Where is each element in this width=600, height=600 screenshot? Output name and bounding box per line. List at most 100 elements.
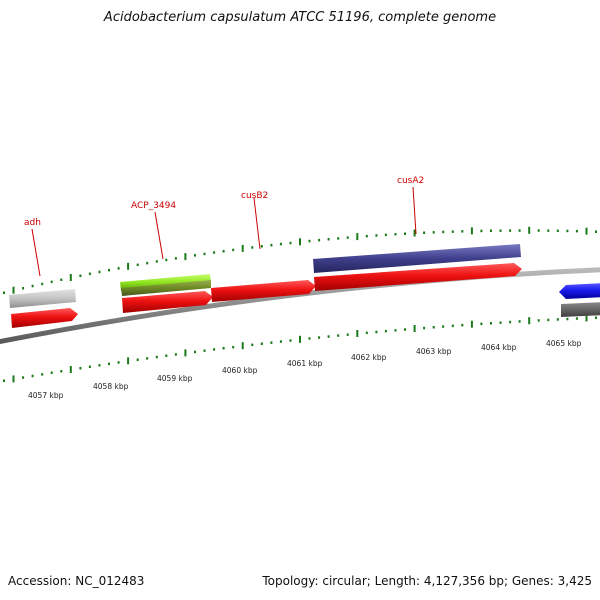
minor-tick	[461, 323, 464, 327]
gene-label-cusb2[interactable]: cusB2	[241, 191, 268, 201]
minor-tick	[222, 250, 225, 253]
minor-tick	[88, 272, 91, 276]
major-tick	[528, 226, 531, 234]
minor-tick	[146, 357, 149, 360]
minor-tick	[509, 229, 512, 232]
minor-tick	[22, 287, 25, 290]
minor-tick	[270, 243, 273, 247]
minor-tick	[566, 317, 569, 321]
minor-tick	[365, 234, 368, 238]
major-tick	[585, 227, 588, 235]
major-tick	[241, 244, 244, 252]
minor-tick	[442, 230, 445, 234]
olive-feature-acp3494	[121, 280, 211, 296]
minor-tick	[222, 347, 225, 350]
minor-tick	[327, 335, 330, 338]
minor-tick	[518, 229, 521, 232]
major-tick	[470, 320, 473, 328]
minor-tick	[432, 231, 435, 234]
minor-tick	[41, 282, 44, 286]
minor-tick	[404, 328, 406, 331]
minor-tick	[595, 316, 597, 319]
minor-tick	[490, 322, 492, 325]
major-tick	[12, 375, 15, 383]
minor-tick	[203, 252, 206, 256]
genome-backbone	[0, 267, 600, 345]
minor-tick	[490, 229, 492, 232]
minor-tick	[318, 336, 321, 339]
minor-tick	[537, 319, 540, 322]
minor-tick	[3, 291, 5, 294]
minor-tick	[260, 245, 263, 248]
minor-tick	[499, 229, 502, 232]
inner-tick-track	[3, 314, 597, 383]
minor-tick	[451, 324, 454, 328]
kbp-label: 4059 kbp	[157, 374, 193, 383]
minor-tick	[346, 236, 349, 239]
minor-tick	[375, 234, 378, 237]
minor-tick	[289, 339, 292, 342]
minor-tick	[480, 229, 483, 233]
gene-label-acp3494[interactable]: ACP_3494	[131, 201, 176, 211]
minor-tick	[213, 348, 216, 351]
kbp-label: 4065 kbp	[546, 339, 582, 348]
minor-tick	[547, 318, 550, 322]
minor-tick	[194, 254, 196, 257]
major-tick	[127, 262, 130, 270]
minor-tick	[556, 318, 559, 321]
minor-tick	[556, 229, 559, 232]
minor-tick	[595, 230, 597, 233]
major-tick	[470, 227, 473, 235]
kbp-label: 4064 kbp	[481, 343, 517, 352]
minor-tick	[50, 280, 53, 284]
major-tick	[69, 366, 72, 373]
kbp-label: 4061 kbp	[287, 359, 323, 368]
minor-tick	[174, 257, 177, 260]
gene-arrow-acp3494[interactable]	[122, 291, 213, 313]
minor-tick	[213, 251, 216, 254]
minor-tick	[318, 238, 321, 242]
minor-tick	[279, 340, 282, 343]
minor-tick	[174, 353, 177, 356]
minor-tick	[308, 337, 311, 340]
minor-tick	[394, 233, 397, 236]
gene-arrow-cusa2[interactable]	[314, 263, 522, 291]
gene-arrow-reverse-blue[interactable]	[559, 283, 600, 299]
label-leader-lines	[31, 186, 417, 277]
major-tick	[127, 357, 130, 365]
kbp-label: 4063 kbp	[416, 347, 452, 356]
minor-tick	[337, 334, 340, 337]
minor-tick	[165, 354, 168, 357]
minor-tick	[31, 374, 34, 378]
minor-tick	[98, 364, 101, 367]
minor-tick	[480, 322, 483, 326]
minor-tick	[365, 331, 368, 335]
dark-gray-feature	[561, 302, 600, 317]
minor-tick	[575, 229, 578, 233]
gene-label-adh[interactable]: adh	[24, 218, 41, 228]
gene-arrow-adh[interactable]	[11, 308, 78, 328]
minor-tick	[136, 263, 139, 267]
minor-tick	[146, 261, 149, 265]
minor-tick	[79, 274, 82, 277]
minor-tick	[136, 358, 139, 361]
minor-tick	[98, 270, 101, 274]
map-title: Acidobacterium capsulatum ATCC 51196, co…	[103, 10, 497, 25]
kbp-label: 4062 kbp	[351, 353, 387, 362]
minor-tick	[232, 345, 235, 349]
minor-tick	[251, 246, 254, 249]
major-tick	[528, 317, 531, 325]
minor-tick	[327, 238, 330, 241]
minor-tick	[117, 361, 120, 364]
minor-tick	[88, 365, 91, 368]
major-tick	[413, 325, 416, 332]
minor-tick	[432, 326, 435, 329]
minor-tick	[575, 317, 578, 320]
gene-arrow-cusb2[interactable]	[211, 280, 316, 302]
gene-label-cusa2[interactable]: cusA2	[397, 176, 424, 186]
genome-summary-label: Topology: circular; Length: 4,127,356 bp…	[262, 574, 592, 588]
minor-tick	[375, 330, 378, 334]
minor-tick	[461, 230, 464, 233]
minor-tick	[155, 260, 158, 263]
minor-tick	[117, 267, 120, 270]
